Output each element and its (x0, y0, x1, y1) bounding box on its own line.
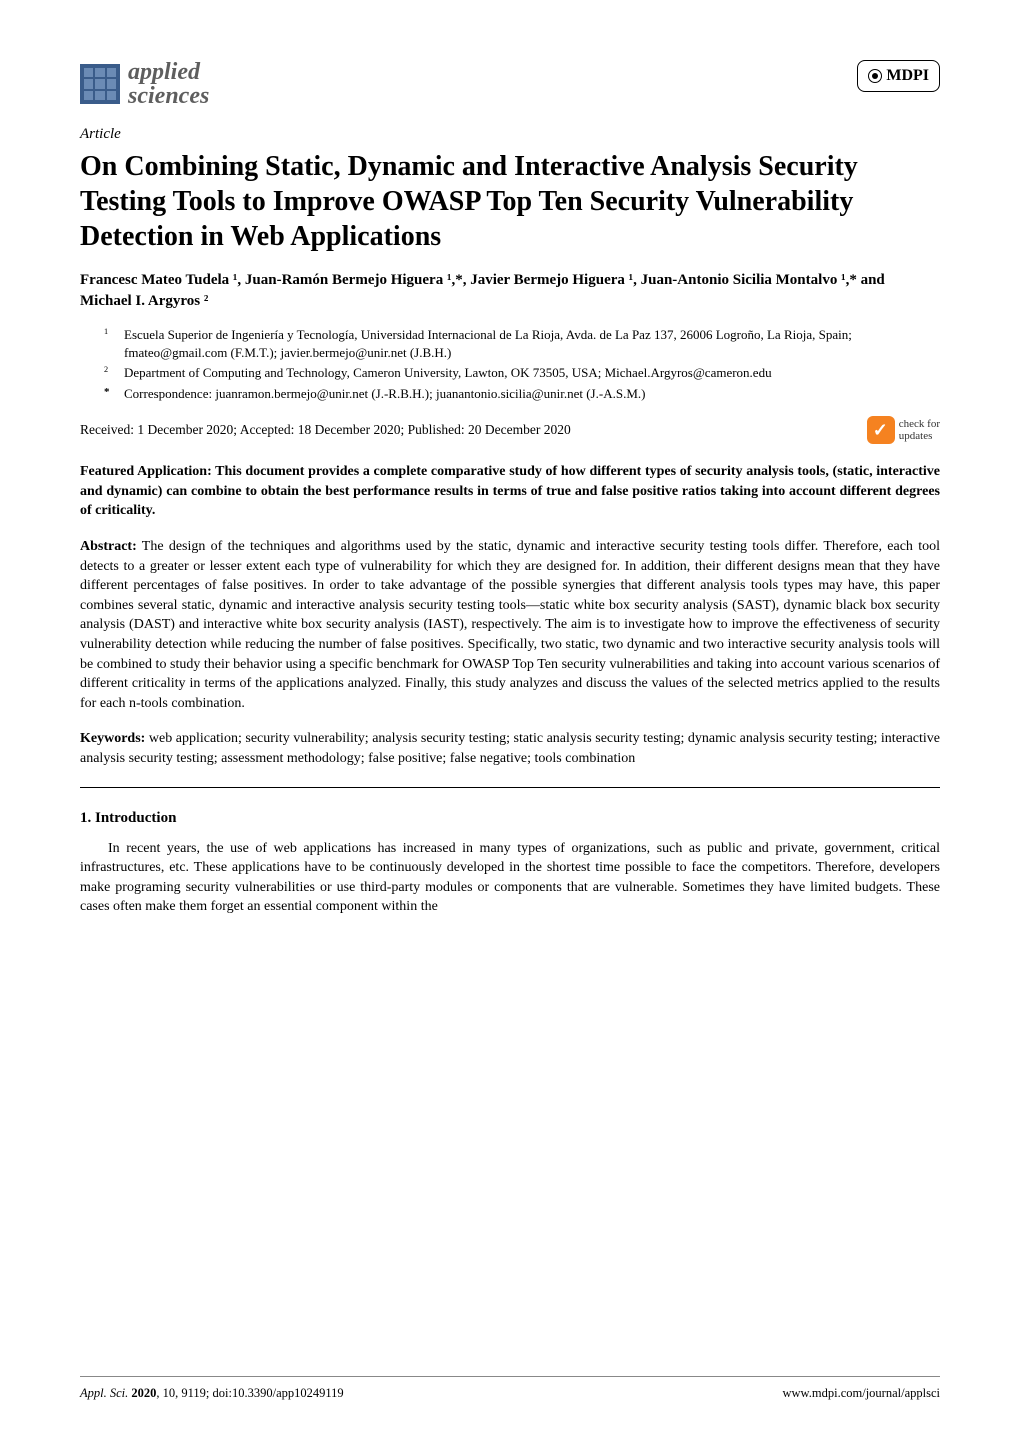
footer-year: 2020 (131, 1386, 156, 1400)
footer-citation: Appl. Sci. 2020, 10, 9119; doi:10.3390/a… (80, 1385, 344, 1403)
publication-dates: Received: 1 December 2020; Accepted: 18 … (80, 421, 571, 440)
aff-num-corr: * (104, 386, 110, 398)
abstract-label: Abstract: (80, 539, 137, 554)
check-updates-icon (867, 416, 895, 444)
aff-num-1: 1 (104, 327, 108, 336)
page-footer: Appl. Sci. 2020, 10, 9119; doi:10.3390/a… (80, 1376, 940, 1403)
keywords-label: Keywords: (80, 731, 145, 746)
article-title: On Combining Static, Dynamic and Interac… (80, 149, 940, 254)
aff-text-1: Escuela Superior de Ingeniería y Tecnolo… (124, 326, 940, 361)
mdpi-logo: MDPI (857, 60, 940, 92)
dates-row: Received: 1 December 2020; Accepted: 18 … (80, 416, 940, 444)
abstract-block: Abstract: The design of the techniques a… (80, 537, 940, 713)
featured-application: Featured Application: This document prov… (80, 462, 940, 521)
mdpi-circle-icon (868, 69, 882, 83)
journal-name: applied sciences (128, 60, 209, 108)
mdpi-text: MDPI (886, 65, 929, 87)
aff-text-corr: Correspondence: juanramon.bermejo@unir.n… (124, 385, 645, 403)
affiliations-block: 1 Escuela Superior de Ingeniería y Tecno… (104, 326, 940, 402)
check-for-updates-badge[interactable]: check for updates (867, 416, 940, 444)
keywords-block: Keywords: web application; security vuln… (80, 729, 940, 768)
header-row: applied sciences MDPI (80, 60, 940, 108)
footer-url: www.mdpi.com/journal/applsci (783, 1385, 941, 1403)
footer-journal-abbrev: Appl. Sci. (80, 1386, 131, 1400)
section-divider (80, 787, 940, 788)
journal-name-line2: sciences (128, 84, 209, 108)
journal-name-line1: applied (128, 60, 209, 84)
affiliation-corr: * Correspondence: juanramon.bermejo@unir… (104, 385, 940, 403)
journal-logo: applied sciences (80, 60, 209, 108)
article-type: Article (80, 124, 940, 145)
applied-sciences-logo-icon (80, 64, 120, 104)
abstract-text: The design of the techniques and algorit… (80, 539, 940, 711)
aff-num-2: 2 (104, 365, 108, 374)
footer-doi: , 10, 9119; doi:10.3390/app10249119 (156, 1386, 343, 1400)
check-updates-label: check for updates (899, 418, 940, 442)
intro-paragraph: In recent years, the use of web applicat… (80, 839, 940, 917)
keywords-text: web application; security vulnerability;… (80, 731, 940, 766)
aff-text-2: Department of Computing and Technology, … (124, 364, 772, 382)
affiliation-1: 1 Escuela Superior de Ingeniería y Tecno… (104, 326, 940, 361)
authors-line: Francesc Mateo Tudela ¹, Juan-Ramón Berm… (80, 270, 940, 312)
section-1-heading: 1. Introduction (80, 808, 940, 829)
affiliation-2: 2 Department of Computing and Technology… (104, 364, 940, 382)
